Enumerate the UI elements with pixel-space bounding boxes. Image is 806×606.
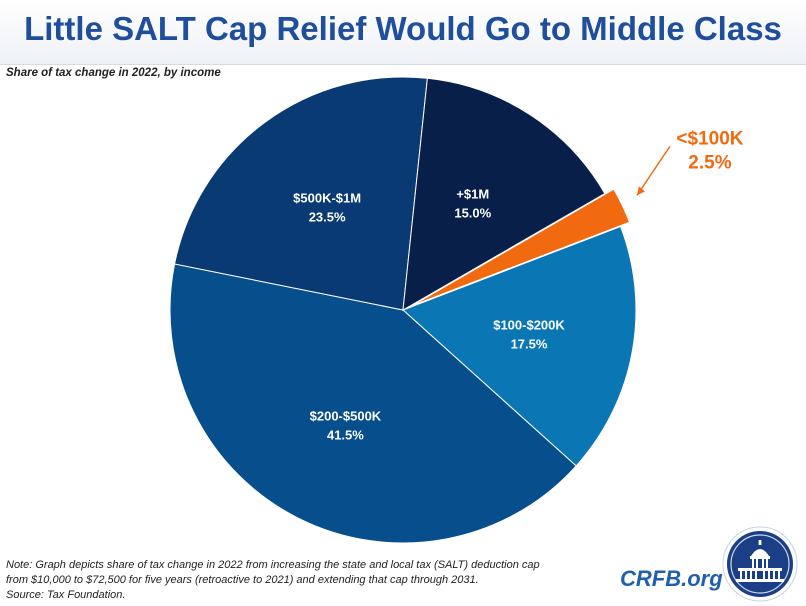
capitol-seal-logo	[722, 526, 798, 602]
pie-slice-1	[402, 225, 637, 467]
slice-label-value-4: 15.0%	[454, 206, 491, 221]
chart-subtitle: Share of tax change in 2022, by income	[6, 67, 221, 79]
pie-slice-2	[169, 263, 577, 544]
slice-label-value-3: 23.5%	[309, 210, 346, 225]
slice-label-name-1: $100-$200K	[493, 317, 565, 332]
pie-slice-3	[174, 76, 428, 311]
slice-label-name-2: $200-$500K	[310, 408, 382, 423]
slice-label-name-4: +$1M	[456, 187, 489, 202]
slice-label-value-2: 41.5%	[327, 427, 364, 442]
slice-label-value-1: 17.5%	[511, 336, 548, 351]
leader-arrowhead	[636, 186, 645, 196]
page-title: Little SALT Cap Relief Would Go to Middl…	[24, 10, 782, 47]
slice-label-name-0: <$100K	[676, 128, 743, 149]
note-line-2: from $10,000 to $72,500 for five years (…	[6, 574, 479, 586]
title-bar: Little SALT Cap Relief Would Go to Middl…	[0, 0, 806, 65]
leader-line	[636, 145, 671, 196]
note-line-1: Note: Graph depicts share of tax change …	[6, 559, 540, 571]
slice-label-value-0: 2.5%	[688, 152, 731, 173]
slice-label-name-3: $500K-$1M	[293, 191, 361, 206]
source-line: Source: Tax Foundation.	[6, 589, 126, 601]
crfb-brand[interactable]: CRFB.org	[620, 566, 723, 591]
pie-chart: <$100K 2.5% $100-$200K 17.5% $200-$500K 41.5%…	[169, 76, 744, 544]
pie-slice-0	[411, 188, 631, 307]
pie-slice-4	[402, 77, 606, 311]
footnote: Note: Graph depicts share of tax change …	[6, 558, 616, 603]
